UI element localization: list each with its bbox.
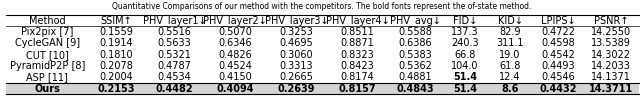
Text: CUT [10]: CUT [10] (26, 50, 69, 60)
Text: 311.1: 311.1 (496, 38, 524, 48)
Text: 14.3022: 14.3022 (591, 50, 631, 60)
Text: 0.1810: 0.1810 (100, 50, 133, 60)
Text: 0.2078: 0.2078 (100, 61, 133, 71)
Text: 104.0: 104.0 (451, 61, 479, 71)
Text: CycleGAN [9]: CycleGAN [9] (15, 38, 80, 48)
Text: 0.5362: 0.5362 (398, 61, 432, 71)
Text: 0.8511: 0.8511 (340, 27, 374, 37)
Text: 19.0: 19.0 (499, 50, 521, 60)
Text: 14.2550: 14.2550 (591, 27, 631, 37)
Text: 0.4787: 0.4787 (157, 61, 191, 71)
Text: PHV_layer3↓: PHV_layer3↓ (264, 15, 328, 26)
Text: KID↓: KID↓ (497, 16, 523, 26)
Text: 61.8: 61.8 (499, 61, 521, 71)
Text: 0.4826: 0.4826 (218, 50, 252, 60)
Text: 0.4432: 0.4432 (540, 84, 577, 94)
Text: PHV_layer4↓: PHV_layer4↓ (326, 15, 389, 26)
Text: 13.5389: 13.5389 (591, 38, 631, 48)
Text: 0.8423: 0.8423 (340, 61, 374, 71)
Text: 0.6386: 0.6386 (399, 38, 432, 48)
Text: 0.8157: 0.8157 (339, 84, 376, 94)
Text: 0.2004: 0.2004 (100, 72, 133, 82)
Text: 137.3: 137.3 (451, 27, 479, 37)
Text: Method: Method (29, 16, 66, 26)
Text: Ours: Ours (35, 84, 60, 94)
Text: 0.2665: 0.2665 (280, 72, 314, 82)
Text: 0.4094: 0.4094 (216, 84, 254, 94)
Text: 0.4542: 0.4542 (541, 50, 575, 60)
Text: 0.3253: 0.3253 (280, 27, 314, 37)
Text: 0.4546: 0.4546 (541, 72, 575, 82)
Text: 0.4524: 0.4524 (218, 61, 252, 71)
Text: 0.5070: 0.5070 (218, 27, 252, 37)
Text: 0.4695: 0.4695 (280, 38, 314, 48)
Text: Quantitative Comparisons of our method with the competitors. The bold fonts repr: Quantitative Comparisons of our method w… (113, 2, 532, 11)
Text: 0.4843: 0.4843 (396, 84, 434, 94)
Text: 0.6346: 0.6346 (218, 38, 252, 48)
Text: 0.8174: 0.8174 (340, 72, 374, 82)
Bar (6, 83, 639, 94)
Text: PHV_avg↓: PHV_avg↓ (390, 15, 441, 26)
Text: 0.3313: 0.3313 (280, 61, 313, 71)
Text: 12.4: 12.4 (499, 72, 521, 82)
Text: FID↓: FID↓ (453, 16, 477, 26)
Text: 0.5633: 0.5633 (157, 38, 191, 48)
Text: 0.3060: 0.3060 (280, 50, 313, 60)
Text: ASP [11]: ASP [11] (26, 72, 68, 82)
Text: 66.8: 66.8 (454, 50, 476, 60)
Text: 0.4150: 0.4150 (218, 72, 252, 82)
Text: 0.8323: 0.8323 (340, 50, 374, 60)
Text: 0.5383: 0.5383 (399, 50, 432, 60)
Text: 51.4: 51.4 (453, 84, 477, 94)
Text: LPIPS↓: LPIPS↓ (541, 16, 575, 26)
Text: 82.9: 82.9 (499, 27, 521, 37)
Text: PyramidP2P [8]: PyramidP2P [8] (10, 61, 85, 71)
Text: Pix2pix [7]: Pix2pix [7] (21, 27, 74, 37)
Text: 0.5516: 0.5516 (157, 27, 191, 37)
Text: 51.4: 51.4 (453, 72, 477, 82)
Text: 0.4482: 0.4482 (156, 84, 193, 94)
Text: 14.2033: 14.2033 (591, 61, 631, 71)
Text: 0.2639: 0.2639 (278, 84, 315, 94)
Text: 8.6: 8.6 (501, 84, 519, 94)
Text: 0.4534: 0.4534 (157, 72, 191, 82)
Text: PHV_layer1↓: PHV_layer1↓ (143, 15, 206, 26)
Text: 0.4881: 0.4881 (399, 72, 432, 82)
Text: 0.1559: 0.1559 (100, 27, 133, 37)
Text: 0.4722: 0.4722 (541, 27, 575, 37)
Text: 0.1914: 0.1914 (100, 38, 133, 48)
Text: 14.1371: 14.1371 (591, 72, 631, 82)
Text: 0.2153: 0.2153 (98, 84, 135, 94)
Text: 0.4493: 0.4493 (541, 61, 575, 71)
Text: PSNR↑: PSNR↑ (594, 16, 628, 26)
Text: 0.5321: 0.5321 (157, 50, 191, 60)
Text: 0.4598: 0.4598 (541, 38, 575, 48)
Text: SSIM↑: SSIM↑ (100, 16, 132, 26)
Text: 14.3711: 14.3711 (589, 84, 634, 94)
Text: PHV_layer2↓: PHV_layer2↓ (204, 15, 268, 26)
Text: 0.8871: 0.8871 (340, 38, 374, 48)
Text: 0.5588: 0.5588 (398, 27, 432, 37)
Text: 240.3: 240.3 (451, 38, 479, 48)
